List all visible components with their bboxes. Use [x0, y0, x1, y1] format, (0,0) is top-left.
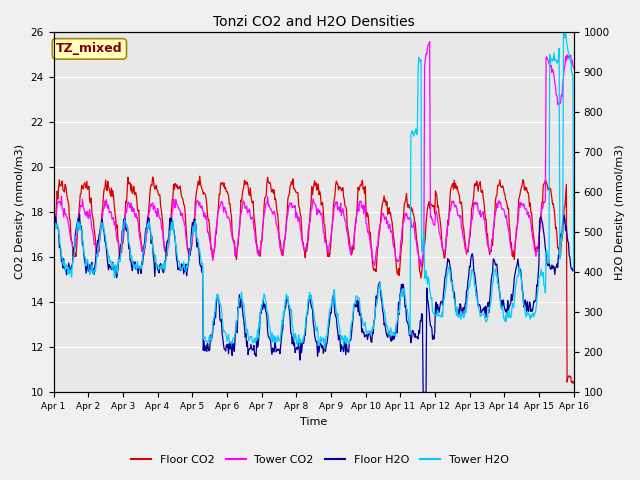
Y-axis label: H2O Density (mmol/m3): H2O Density (mmol/m3): [615, 144, 625, 280]
Line: Floor CO2: Floor CO2: [54, 176, 573, 383]
Floor CO2: [570, 380, 577, 386]
Floor H2O: [113, 273, 121, 278]
Tower H2O: [321, 346, 328, 352]
Line: Floor H2O: Floor H2O: [54, 214, 573, 392]
Floor H2O: [76, 211, 83, 217]
Legend: Floor CO2, Tower CO2, Floor H2O, Tower H2O: Floor CO2, Tower CO2, Floor H2O, Tower H…: [126, 451, 514, 469]
Floor H2O: [378, 296, 385, 301]
Line: Tower H2O: Tower H2O: [54, 32, 573, 349]
Tower CO2: [426, 38, 433, 44]
Tower CO2: [59, 206, 67, 212]
Floor H2O: [392, 323, 400, 328]
Floor CO2: [378, 210, 385, 216]
Tower CO2: [570, 65, 577, 71]
Tower CO2: [392, 256, 399, 262]
Tower H2O: [193, 234, 200, 240]
X-axis label: Time: Time: [300, 417, 327, 427]
Tower H2O: [59, 260, 67, 266]
Tower H2O: [165, 228, 173, 234]
Tower H2O: [559, 29, 567, 35]
Tower H2O: [50, 236, 58, 241]
Text: TZ_mixed: TZ_mixed: [56, 42, 123, 55]
Tower H2O: [378, 288, 385, 294]
Floor H2O: [166, 216, 174, 221]
Floor H2O: [50, 231, 58, 237]
Floor H2O: [194, 240, 202, 245]
Floor CO2: [59, 187, 67, 192]
Floor H2O: [419, 389, 427, 395]
Floor CO2: [50, 241, 58, 247]
Tower H2O: [113, 264, 120, 269]
Floor CO2: [165, 236, 173, 241]
Tower CO2: [376, 221, 384, 227]
Tower CO2: [113, 234, 120, 240]
Floor H2O: [570, 263, 577, 269]
Title: Tonzi CO2 and H2O Densities: Tonzi CO2 and H2O Densities: [212, 15, 415, 29]
Floor CO2: [193, 188, 200, 193]
Tower CO2: [417, 264, 425, 270]
Tower H2O: [392, 321, 400, 327]
Tower CO2: [50, 233, 58, 239]
Floor CO2: [392, 264, 400, 270]
Tower CO2: [193, 199, 200, 204]
Floor CO2: [113, 226, 120, 231]
Floor CO2: [196, 173, 204, 179]
Tower H2O: [570, 267, 577, 273]
Line: Tower CO2: Tower CO2: [54, 41, 573, 267]
Floor H2O: [59, 265, 67, 271]
Tower CO2: [165, 235, 173, 240]
Y-axis label: CO2 Density (mmol/m3): CO2 Density (mmol/m3): [15, 144, 25, 279]
